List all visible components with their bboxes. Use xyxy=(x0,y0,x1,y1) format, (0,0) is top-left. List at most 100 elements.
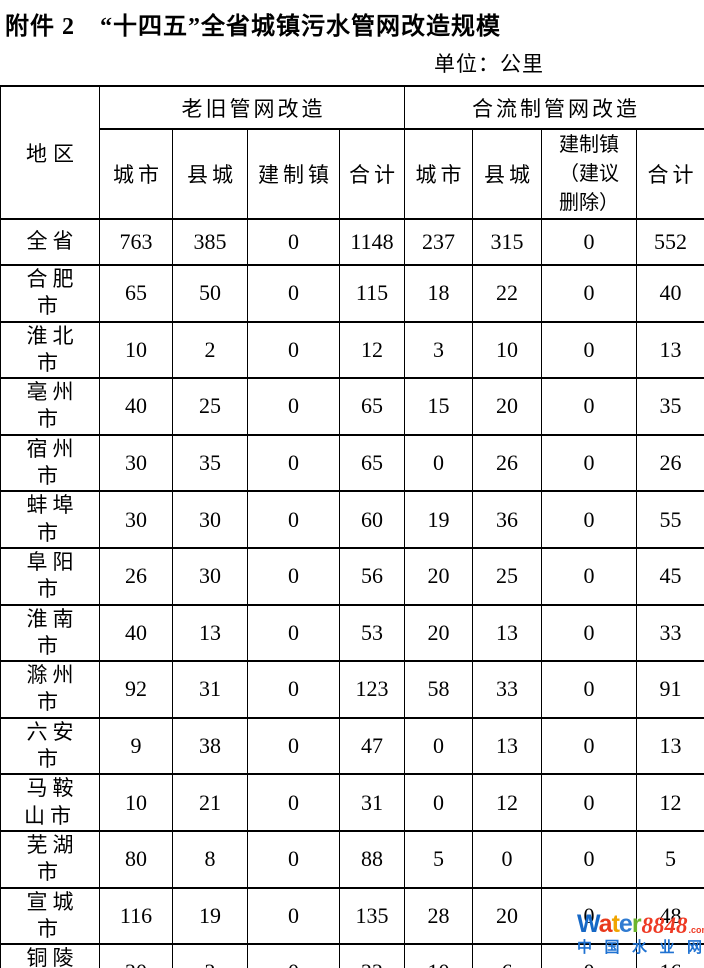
value-cell: 0 xyxy=(247,490,340,549)
col-header-combined-town: 建制镇（建议删除） xyxy=(541,128,637,220)
region-cell: 蚌埠市 xyxy=(0,490,100,549)
col-header-old-city: 城市 xyxy=(99,128,173,220)
table-row: 滁州市 92 31 0 123 58 33 0 91 xyxy=(0,660,704,719)
value-cell: 0 xyxy=(404,716,473,776)
value-cell: 15 xyxy=(404,377,473,436)
region-cell: 宣城市 xyxy=(0,886,100,946)
value-cell: 12 xyxy=(472,773,542,832)
unit-label: 单位：公里 xyxy=(434,52,544,76)
value-cell: 0 xyxy=(541,943,637,968)
watermark-subtitle-char: 中 xyxy=(577,939,593,956)
region-cell: 亳州市 xyxy=(0,377,100,436)
value-cell: 55 xyxy=(636,490,704,549)
watermark-subtitle-char: 国 xyxy=(604,939,620,956)
region-cell: 马鞍山市 xyxy=(0,773,100,832)
value-cell: 0 xyxy=(541,829,637,889)
value-cell: 135 xyxy=(339,886,405,946)
table-row: 阜阳市 26 30 0 56 20 25 0 45 xyxy=(0,546,704,606)
value-cell: 0 xyxy=(541,377,637,436)
value-cell: 10 xyxy=(99,320,173,380)
value-cell: 20 xyxy=(404,603,473,663)
value-cell: 10 xyxy=(404,943,473,968)
value-cell: 0 xyxy=(541,433,637,493)
value-cell: 30 xyxy=(99,433,173,493)
watermark-letter: t xyxy=(611,910,620,938)
value-cell: 13 xyxy=(172,603,248,663)
watermark-letter: r xyxy=(631,910,642,938)
value-cell: 0 xyxy=(247,886,340,946)
watermark-domain-suffix: .com xyxy=(688,925,704,935)
value-cell: 33 xyxy=(472,660,542,719)
watermark-subtitle-char: 水 xyxy=(631,939,647,956)
table-row: 淮南市 40 13 0 53 20 13 0 33 xyxy=(0,603,704,663)
table-row: 全省 763 385 0 1148 237 315 0 552 xyxy=(0,218,704,266)
value-cell: 13 xyxy=(636,320,704,380)
sub-header-row: 城市 县城 建制镇 合计 城市 县城 建制镇（建议删除） 合计 xyxy=(1,128,704,220)
watermark-letter: a xyxy=(598,910,613,938)
col-header-combined-county: 县城 xyxy=(472,128,542,220)
value-cell: 6 xyxy=(472,943,542,968)
region-cell: 铜陵市 xyxy=(0,943,100,968)
value-cell: 0 xyxy=(247,716,340,776)
value-cell: 13 xyxy=(472,716,542,776)
value-cell: 12 xyxy=(339,320,405,380)
value-cell: 26 xyxy=(472,433,542,493)
value-cell: 40 xyxy=(99,603,173,663)
value-cell: 9 xyxy=(99,716,173,776)
value-cell: 22 xyxy=(472,264,542,323)
value-cell: 10 xyxy=(472,320,542,380)
value-cell: 0 xyxy=(247,943,340,968)
value-cell: 0 xyxy=(247,773,340,832)
value-cell: 92 xyxy=(99,660,173,719)
value-cell: 19 xyxy=(172,886,248,946)
value-cell: 0 xyxy=(541,660,637,719)
value-cell: 48 xyxy=(636,886,704,946)
table-row: 六安市 9 38 0 47 0 13 0 13 xyxy=(0,716,704,776)
watermark-subtitle-char: 业 xyxy=(659,939,675,956)
value-cell: 25 xyxy=(472,546,542,606)
table-row: 亳州市 40 25 0 65 15 20 0 35 xyxy=(0,377,704,436)
value-cell: 0 xyxy=(404,773,473,832)
table-row: 宣城市 116 19 0 135 28 20 0 48 xyxy=(0,886,704,946)
pipe-network-table: 地区 老旧管网改造 合流制管网改造 城市 县城 建制镇 合计 城市 县城 建制镇… xyxy=(0,85,704,968)
value-cell: 0 xyxy=(247,660,340,719)
value-cell: 65 xyxy=(339,377,405,436)
value-cell: 91 xyxy=(636,660,704,719)
value-cell: 25 xyxy=(172,377,248,436)
value-cell: 20 xyxy=(99,943,173,968)
value-cell: 45 xyxy=(636,546,704,606)
group-header-row: 地区 老旧管网改造 合流制管网改造 xyxy=(0,85,704,220)
value-cell: 60 xyxy=(339,490,405,549)
value-cell: 10 xyxy=(99,773,173,832)
watermark-subtitle: 中国水业网 xyxy=(577,940,702,955)
table-row: 淮北市 10 2 0 12 3 10 0 13 xyxy=(0,320,704,380)
value-cell: 237 xyxy=(404,218,473,266)
value-cell: 0 xyxy=(541,716,637,776)
value-cell: 56 xyxy=(339,546,405,606)
value-cell: 35 xyxy=(172,433,248,493)
value-cell: 38 xyxy=(172,716,248,776)
region-cell: 全省 xyxy=(0,218,100,266)
value-cell: 5 xyxy=(636,829,704,889)
value-cell: 552 xyxy=(636,218,704,266)
value-cell: 0 xyxy=(541,320,637,380)
value-cell: 0 xyxy=(404,433,473,493)
value-cell: 13 xyxy=(636,716,704,776)
region-cell: 六安市 xyxy=(0,716,100,776)
value-cell: 33 xyxy=(636,603,704,663)
value-cell: 0 xyxy=(247,218,340,266)
value-cell: 115 xyxy=(339,264,405,323)
table-row: 铜陵市202022106016 xyxy=(0,943,704,968)
value-cell: 0 xyxy=(541,218,637,266)
value-cell: 123 xyxy=(339,660,405,719)
value-cell: 5 xyxy=(404,829,473,889)
col-header-combined-total: 合计 xyxy=(636,128,704,220)
region-cell: 宿州市 xyxy=(0,433,100,493)
value-cell: 40 xyxy=(99,377,173,436)
watermark-brand-line: Water 8848 .com xyxy=(577,910,704,938)
group-header-old-network: 老旧管网改造 xyxy=(99,85,405,130)
value-cell: 13 xyxy=(472,603,542,663)
value-cell: 22 xyxy=(339,943,405,968)
